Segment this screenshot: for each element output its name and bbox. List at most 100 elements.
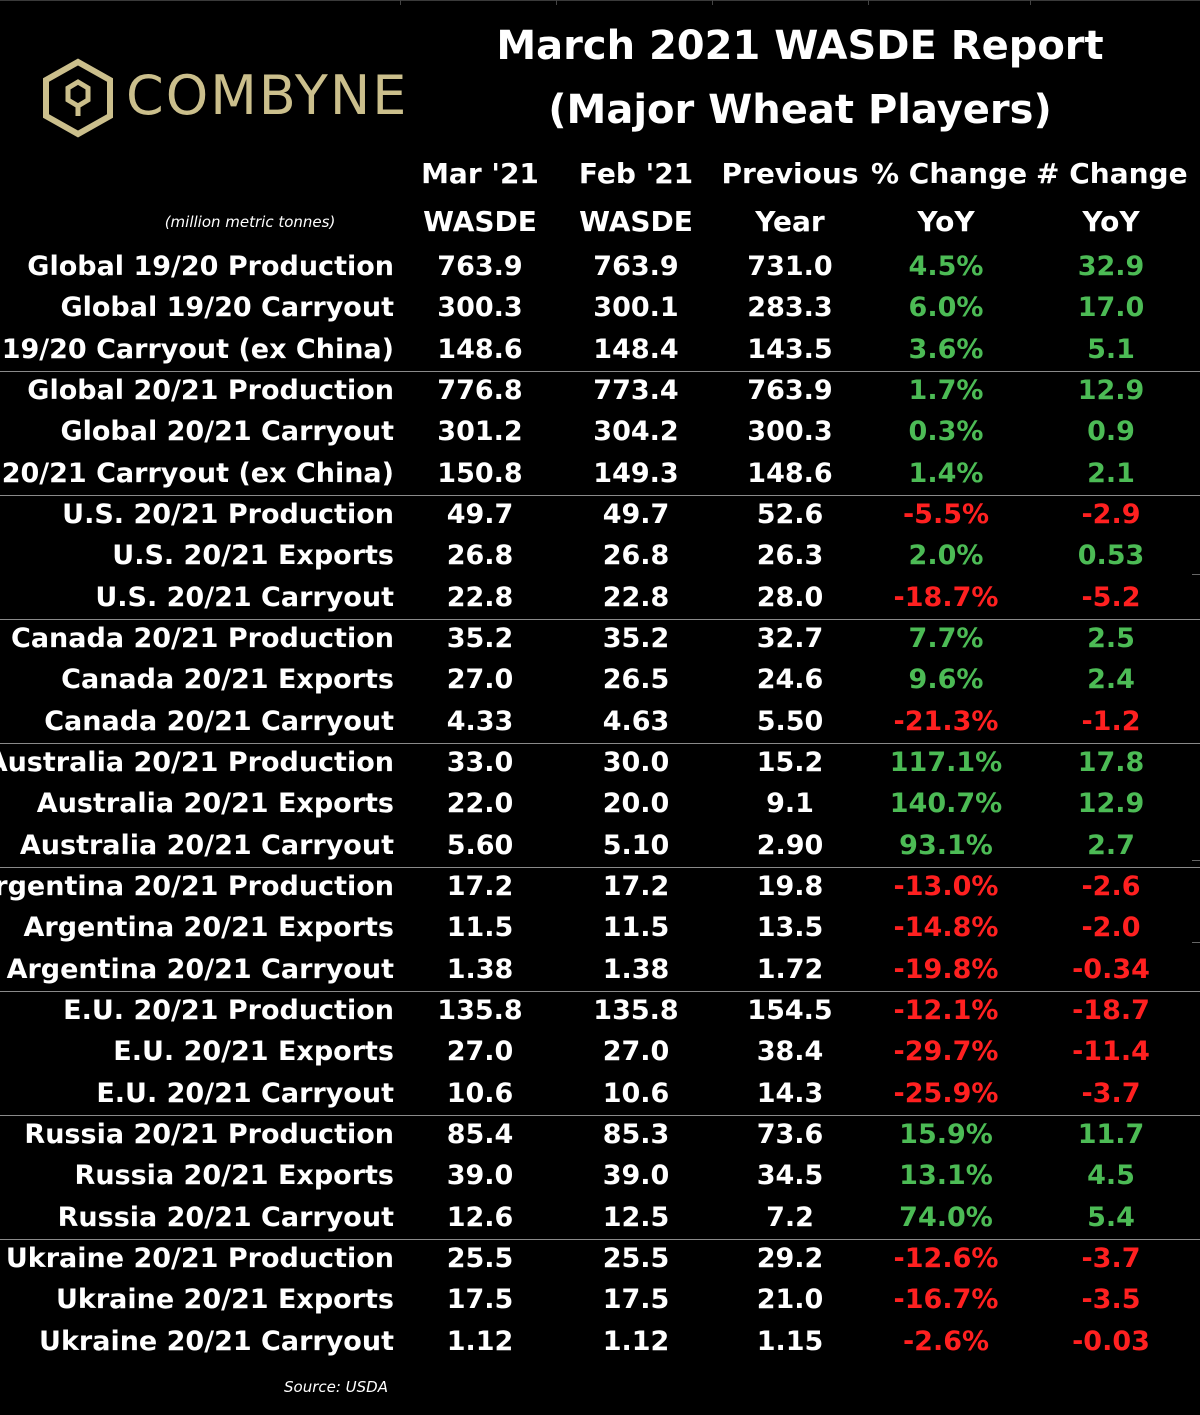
cell-chg: 0.53 xyxy=(1077,540,1145,572)
cell-prev: 154.5 xyxy=(747,994,833,1026)
cell-feb21: 773.4 xyxy=(593,374,679,406)
cell-feb21: 39.0 xyxy=(602,1160,670,1192)
column-header-line2: WASDE xyxy=(423,205,537,238)
cell-chg: 12.9 xyxy=(1077,788,1145,820)
table-row: Russia 20/21 Production 85.4 85.3 73.6 15.9%… xyxy=(0,1114,1200,1155)
row-label: 20/21 Carryout (ex China) xyxy=(1,457,394,489)
cell-mar21: 301.2 xyxy=(437,416,523,448)
table-row: Global 20/21 Carryout 301.2 304.2 300.3 0.3%… xyxy=(0,411,1200,452)
cell-feb21: 4.63 xyxy=(602,705,670,737)
cell-mar21: 776.8 xyxy=(437,374,523,406)
column-header: Feb '21 WASDE xyxy=(561,150,711,246)
spreadsheet-gridline xyxy=(1192,574,1200,575)
table-row: Global 19/20 Carryout 300.3 300.1 283.3 6.0%… xyxy=(0,287,1200,328)
group-separator xyxy=(0,619,1200,620)
cell-pct: -12.6% xyxy=(893,1242,999,1274)
row-label: Russia 20/21 Production xyxy=(24,1118,394,1150)
column-header-line2: Year xyxy=(755,205,825,238)
cell-pct: 6.0% xyxy=(908,292,984,324)
cell-mar21: 763.9 xyxy=(437,251,523,282)
column-header-line1: # Change xyxy=(1036,157,1188,190)
table-row: E.U. 20/21 Production 135.8 135.8 154.5 -12.… xyxy=(0,990,1200,1031)
cell-pct: 1.7% xyxy=(908,374,984,406)
units-note: (million metric tonnes) xyxy=(164,213,336,231)
cell-mar21: 85.4 xyxy=(446,1118,514,1150)
cell-mar21: 150.8 xyxy=(437,457,523,489)
row-label: Australia 20/21 Exports xyxy=(36,788,394,820)
cell-mar21: 35.2 xyxy=(446,622,514,654)
spreadsheet-gridline xyxy=(1192,860,1200,861)
cell-pct: -12.1% xyxy=(893,994,999,1026)
cell-prev: 283.3 xyxy=(747,292,833,324)
cell-pct: 117.1% xyxy=(889,746,1003,778)
cell-mar21: 300.3 xyxy=(437,292,523,324)
cell-pct: -13.0% xyxy=(893,870,999,902)
cell-mar21: 11.5 xyxy=(446,912,514,944)
group-separator xyxy=(0,867,1200,868)
row-label: Australia 20/21 Production xyxy=(0,746,394,778)
cell-prev: 26.3 xyxy=(756,540,824,572)
cell-prev: 300.3 xyxy=(747,416,833,448)
table-row: Argentina 20/21 Production 17.2 17.2 19.8 -1… xyxy=(0,866,1200,907)
brand-name: COMBYNE xyxy=(126,64,409,127)
cell-pct: -19.8% xyxy=(893,953,999,985)
cell-chg: -18.7 xyxy=(1072,994,1150,1026)
cell-pct: 13.1% xyxy=(899,1160,993,1192)
cell-mar21: 25.5 xyxy=(446,1242,514,1274)
row-label: Russia 20/21 Exports xyxy=(74,1160,394,1192)
cell-feb21: 135.8 xyxy=(593,994,679,1026)
cell-prev: 7.2 xyxy=(766,1201,814,1233)
cell-chg: -3.7 xyxy=(1081,1077,1141,1109)
cell-pct: 0.3% xyxy=(908,416,984,448)
cell-prev: 38.4 xyxy=(756,1036,824,1068)
row-label: U.S. 20/21 Exports xyxy=(112,540,394,572)
cell-chg: 5.4 xyxy=(1087,1201,1135,1233)
title-line-2: (Major Wheat Players) xyxy=(548,87,1052,133)
cell-mar21: 12.6 xyxy=(446,1201,514,1233)
report-title: March 2021 WASDE Report (Major Wheat Pla… xyxy=(440,14,1160,142)
cell-prev: 21.0 xyxy=(756,1284,824,1316)
column-header-line2: YoY xyxy=(1082,205,1140,238)
cell-chg: -2.0 xyxy=(1081,912,1141,944)
column-header-line1: % Change xyxy=(871,157,1028,190)
column-header-line1: Previous xyxy=(721,157,859,190)
group-separator xyxy=(0,1239,1200,1240)
cell-pct: -25.9% xyxy=(893,1077,999,1109)
cell-feb21: 12.5 xyxy=(602,1201,670,1233)
cell-pct: 15.9% xyxy=(899,1118,993,1150)
row-label: Global 19/20 Carryout xyxy=(60,292,394,324)
cell-prev: 13.5 xyxy=(756,912,824,944)
row-label: Australia 20/21 Carryout xyxy=(19,829,394,861)
cell-feb21: 300.1 xyxy=(593,292,679,324)
row-label: E.U. 20/21 Exports xyxy=(113,1036,394,1068)
cell-chg: -2.6 xyxy=(1081,870,1141,902)
table-row: Ukraine 20/21 Production 25.5 25.5 29.2 -12.… xyxy=(0,1238,1200,1279)
cell-pct: 2.0% xyxy=(908,540,984,572)
column-header-line1: Feb '21 xyxy=(578,157,694,190)
cell-pct: 93.1% xyxy=(899,829,993,861)
cell-prev: 763.9 xyxy=(747,374,833,406)
cell-feb21: 148.4 xyxy=(593,333,679,365)
cell-prev: 73.6 xyxy=(756,1118,824,1150)
cell-prev: 1.72 xyxy=(756,953,824,985)
cell-prev: 731.0 xyxy=(747,251,833,282)
table-row: U.S. 20/21 Production 49.7 49.7 52.6 -5.5% -2… xyxy=(0,494,1200,535)
cell-mar21: 27.0 xyxy=(446,1036,514,1068)
cell-prev: 52.6 xyxy=(756,498,824,530)
row-label: E.U. 20/21 Carryout xyxy=(96,1077,394,1109)
cell-mar21: 1.12 xyxy=(446,1325,514,1357)
cell-feb21: 20.0 xyxy=(602,788,670,820)
row-label: Global 20/21 Carryout xyxy=(60,416,394,448)
cell-mar21: 17.2 xyxy=(446,870,514,902)
title-line-1: March 2021 WASDE Report xyxy=(496,23,1104,69)
cell-pct: -14.8% xyxy=(893,912,999,944)
cell-feb21: 763.9 xyxy=(593,251,679,282)
cell-pct: 1.4% xyxy=(908,457,984,489)
row-label: Argentina 20/21 Production xyxy=(0,870,394,902)
cell-prev: 143.5 xyxy=(747,333,833,365)
table-row: Russia 20/21 Exports 39.0 39.0 34.5 13.1% 4.5 xyxy=(0,1155,1200,1196)
table-row: Russia 20/21 Carryout 12.6 12.5 7.2 74.0% 5.4 xyxy=(0,1197,1200,1238)
source-note: Source: USDA xyxy=(284,1378,388,1396)
spreadsheet-column-divider xyxy=(712,0,713,5)
table-row: Global 20/21 Production 776.8 773.4 763.9 1.… xyxy=(0,370,1200,411)
